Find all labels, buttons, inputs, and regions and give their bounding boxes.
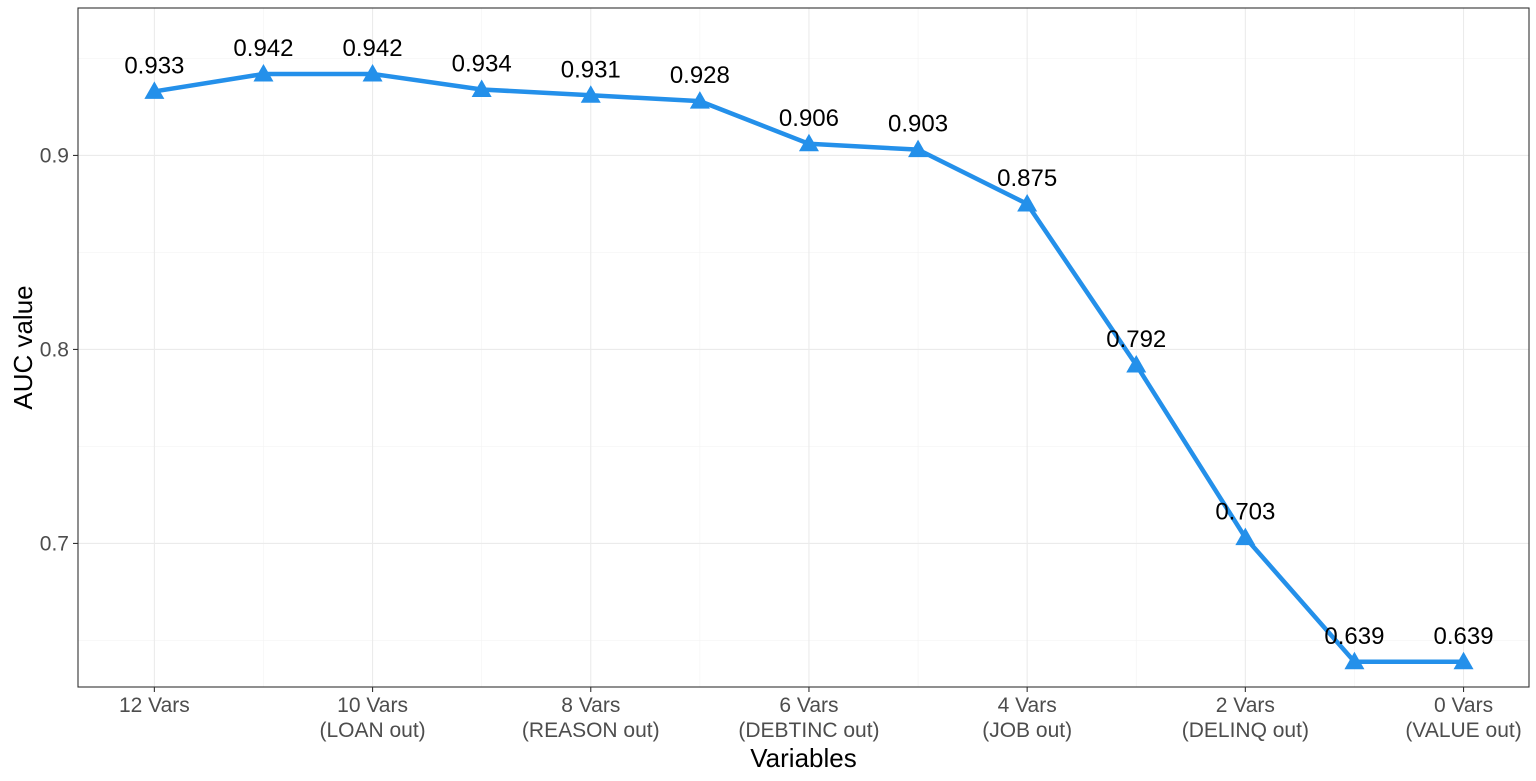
data-label: 0.931 <box>561 56 621 83</box>
data-point-marker <box>1235 527 1256 546</box>
data-point-marker <box>471 79 492 97</box>
y-tick-label: 0.7 <box>40 532 69 555</box>
data-point-marker <box>253 63 274 82</box>
series-auc <box>144 63 1474 670</box>
data-point-marker <box>1017 193 1038 212</box>
x-tick-label: 8 Vars (REASON out) <box>522 694 660 742</box>
data-label: 0.933 <box>124 52 184 79</box>
data-label: 0.906 <box>779 105 839 132</box>
plot-panel-border <box>77 7 1530 688</box>
data-point-marker <box>1126 354 1147 373</box>
data-point-marker <box>1344 651 1365 670</box>
axes: 0.7 0.8 0.9 12 Vars 10 Vars (LOAN out) 8 Vars(… <box>40 144 1522 742</box>
x-tick-label: 6 Vars (DEBTINC out) <box>738 694 879 742</box>
data-point-marker <box>362 63 383 82</box>
data-label: 0.942 <box>343 35 403 62</box>
data-point-marker <box>798 133 819 152</box>
data-point-marker <box>1453 651 1474 670</box>
y-tick-label: 0.9 <box>40 144 69 167</box>
x-tick-label: 12 Vars <box>119 694 190 717</box>
y-tick-label: 0.8 <box>40 338 69 361</box>
data-labels: 0.933 0.942 0.942 0.934 0.931 0.928 0.906 0.903… <box>124 35 1493 650</box>
x-tick-label: 2 Vars (DELINQ out) <box>1182 694 1309 742</box>
data-label: 0.928 <box>670 62 730 89</box>
data-point-marker <box>144 81 165 99</box>
data-point-marker <box>908 139 929 158</box>
x-tick-label: 0 Vars (VALUE out) <box>1405 694 1521 742</box>
data-label: 0.639 <box>1324 623 1384 650</box>
grid-lines <box>78 8 1529 687</box>
data-label: 0.875 <box>997 165 1057 192</box>
x-tick-label: 4 Vars (JOB out) <box>982 694 1072 742</box>
y-axis-title: AUC value <box>8 285 38 409</box>
data-label: 0.942 <box>233 35 293 62</box>
x-tick-label: 10 Vars (LOAN out) <box>319 694 425 742</box>
data-label: 0.934 <box>452 50 512 77</box>
data-label: 0.903 <box>888 111 948 138</box>
x-axis-title: Variables <box>750 743 856 773</box>
data-point-marker <box>580 85 601 103</box>
data-point-marker <box>689 91 710 109</box>
data-label: 0.703 <box>1215 499 1275 526</box>
data-label: 0.792 <box>1106 326 1166 353</box>
data-label: 0.639 <box>1434 623 1494 650</box>
